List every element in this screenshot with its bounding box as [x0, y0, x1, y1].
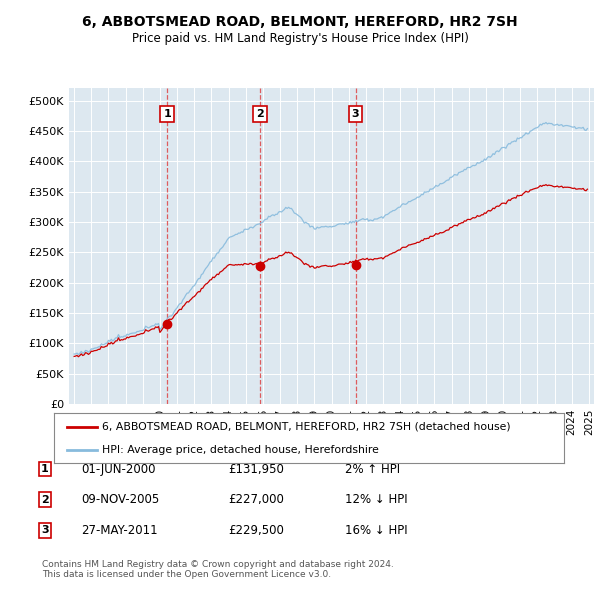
Text: Price paid vs. HM Land Registry's House Price Index (HPI): Price paid vs. HM Land Registry's House … — [131, 32, 469, 45]
Text: Contains HM Land Registry data © Crown copyright and database right 2024.
This d: Contains HM Land Registry data © Crown c… — [42, 560, 394, 579]
Text: 27-MAY-2011: 27-MAY-2011 — [81, 524, 158, 537]
Text: 6, ABBOTSMEAD ROAD, BELMONT, HEREFORD, HR2 7SH (detached house): 6, ABBOTSMEAD ROAD, BELMONT, HEREFORD, H… — [103, 421, 511, 431]
Text: 3: 3 — [41, 526, 49, 535]
Text: 2: 2 — [257, 109, 265, 119]
Text: 01-JUN-2000: 01-JUN-2000 — [81, 463, 155, 476]
Text: 16% ↓ HPI: 16% ↓ HPI — [345, 524, 407, 537]
Text: 09-NOV-2005: 09-NOV-2005 — [81, 493, 159, 506]
Text: 12% ↓ HPI: 12% ↓ HPI — [345, 493, 407, 506]
Text: HPI: Average price, detached house, Herefordshire: HPI: Average price, detached house, Here… — [103, 445, 379, 455]
Text: £227,000: £227,000 — [228, 493, 284, 506]
Text: 1: 1 — [163, 109, 171, 119]
Text: 2: 2 — [41, 495, 49, 504]
Text: 3: 3 — [352, 109, 359, 119]
Text: 1: 1 — [41, 464, 49, 474]
Text: 2% ↑ HPI: 2% ↑ HPI — [345, 463, 400, 476]
Text: £131,950: £131,950 — [228, 463, 284, 476]
Text: 6, ABBOTSMEAD ROAD, BELMONT, HEREFORD, HR2 7SH: 6, ABBOTSMEAD ROAD, BELMONT, HEREFORD, H… — [82, 15, 518, 29]
Text: £229,500: £229,500 — [228, 524, 284, 537]
